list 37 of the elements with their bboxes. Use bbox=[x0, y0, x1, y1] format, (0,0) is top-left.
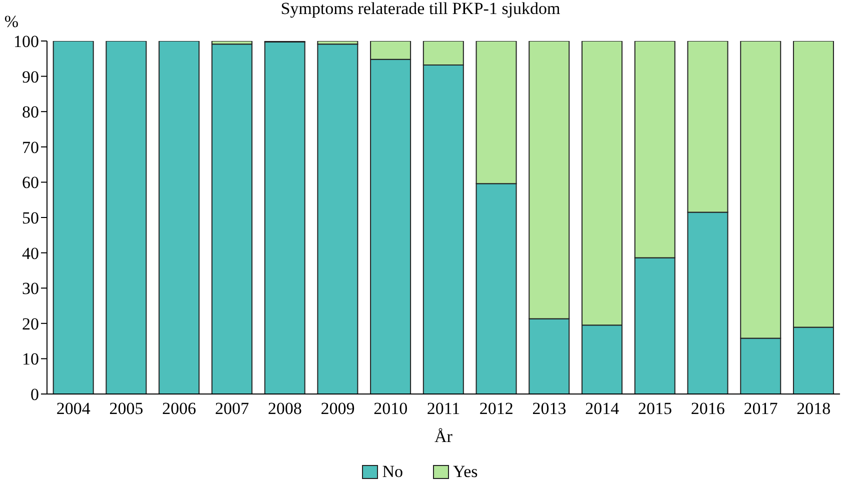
bar bbox=[317, 44, 358, 394]
legend-label: No bbox=[382, 462, 404, 482]
x-tick-label: 2017 bbox=[744, 399, 778, 418]
x-tick-label: 2018 bbox=[796, 399, 831, 418]
y-tick-label: 0 bbox=[30, 385, 39, 404]
y-tick-label: 20 bbox=[22, 314, 39, 334]
x-axis-title: År bbox=[434, 427, 453, 446]
x-tick-label: 2014 bbox=[585, 399, 620, 418]
y-tick-label: 30 bbox=[22, 279, 39, 298]
y-tick-label: 60 bbox=[22, 173, 39, 192]
y-tick-label: 100 bbox=[14, 32, 39, 52]
x-tick-label: 2016 bbox=[690, 399, 725, 418]
legend-label: Yes bbox=[453, 462, 478, 482]
x-tick-label: 2007 bbox=[215, 399, 250, 418]
x-tick-label: 2010 bbox=[374, 399, 408, 418]
x-tick-label: 2009 bbox=[320, 399, 355, 418]
x-tick-label: 2006 bbox=[162, 399, 196, 418]
x-tick-label: 2005 bbox=[109, 399, 144, 418]
y-tick-label: 70 bbox=[22, 138, 39, 157]
x-tick-label: 2015 bbox=[638, 399, 672, 418]
x-tick-label: 2012 bbox=[479, 399, 514, 418]
x-tick-label: 2011 bbox=[426, 399, 460, 418]
y-tick-label: 50 bbox=[22, 208, 39, 228]
y-tick-label: 40 bbox=[22, 244, 39, 263]
y-tick-label: 80 bbox=[22, 102, 39, 122]
x-tick-label: 2004 bbox=[56, 399, 91, 418]
x-tick-label: 2013 bbox=[532, 399, 566, 418]
y-axis-title: % bbox=[4, 12, 19, 31]
y-tick-label: 90 bbox=[22, 67, 39, 86]
bar bbox=[264, 42, 306, 394]
bar bbox=[158, 41, 200, 394]
bar bbox=[52, 41, 94, 394]
y-tick-label: 10 bbox=[22, 350, 39, 369]
bar bbox=[211, 44, 252, 394]
bar bbox=[106, 41, 147, 394]
x-tick-label: 2008 bbox=[268, 399, 302, 418]
chart-title: Symptoms relaterade till PKP-1 sjukdom bbox=[280, 0, 560, 18]
